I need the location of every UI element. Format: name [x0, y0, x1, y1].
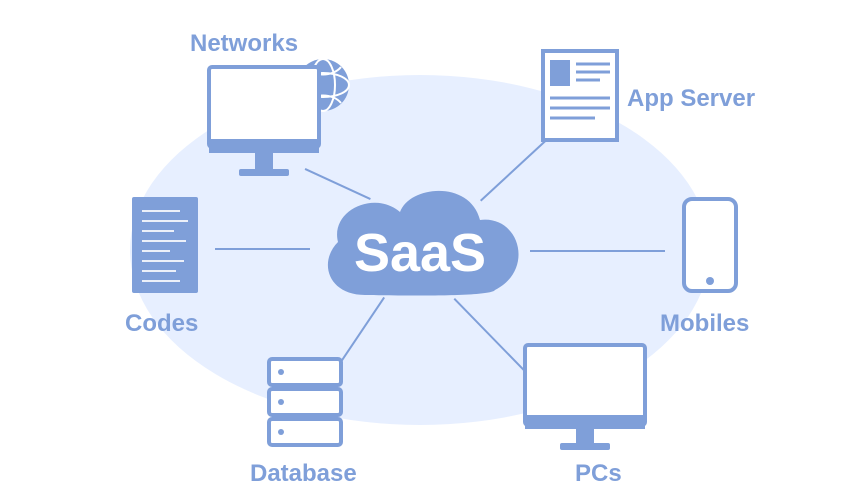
connector-mobiles — [530, 250, 665, 252]
pc-monitor-icon — [520, 340, 650, 455]
connector-codes — [215, 248, 310, 250]
server-stack-icon — [265, 355, 345, 450]
cloud-label: SaaS — [354, 222, 486, 284]
label-mobiles: Mobiles — [660, 310, 749, 338]
code-sheet-icon — [130, 195, 200, 295]
label-codes: Codes — [125, 310, 198, 338]
label-appserver: App Server — [627, 85, 755, 113]
label-database: Database — [250, 460, 357, 488]
mobile-icon — [680, 195, 740, 295]
label-pcs: PCs — [575, 460, 622, 488]
monitor-globe-icon — [205, 55, 355, 185]
label-networks: Networks — [190, 30, 298, 58]
document-icon — [540, 48, 620, 143]
saas-diagram: SaaS Networks App Server Codes Mobiles D… — [0, 0, 853, 500]
